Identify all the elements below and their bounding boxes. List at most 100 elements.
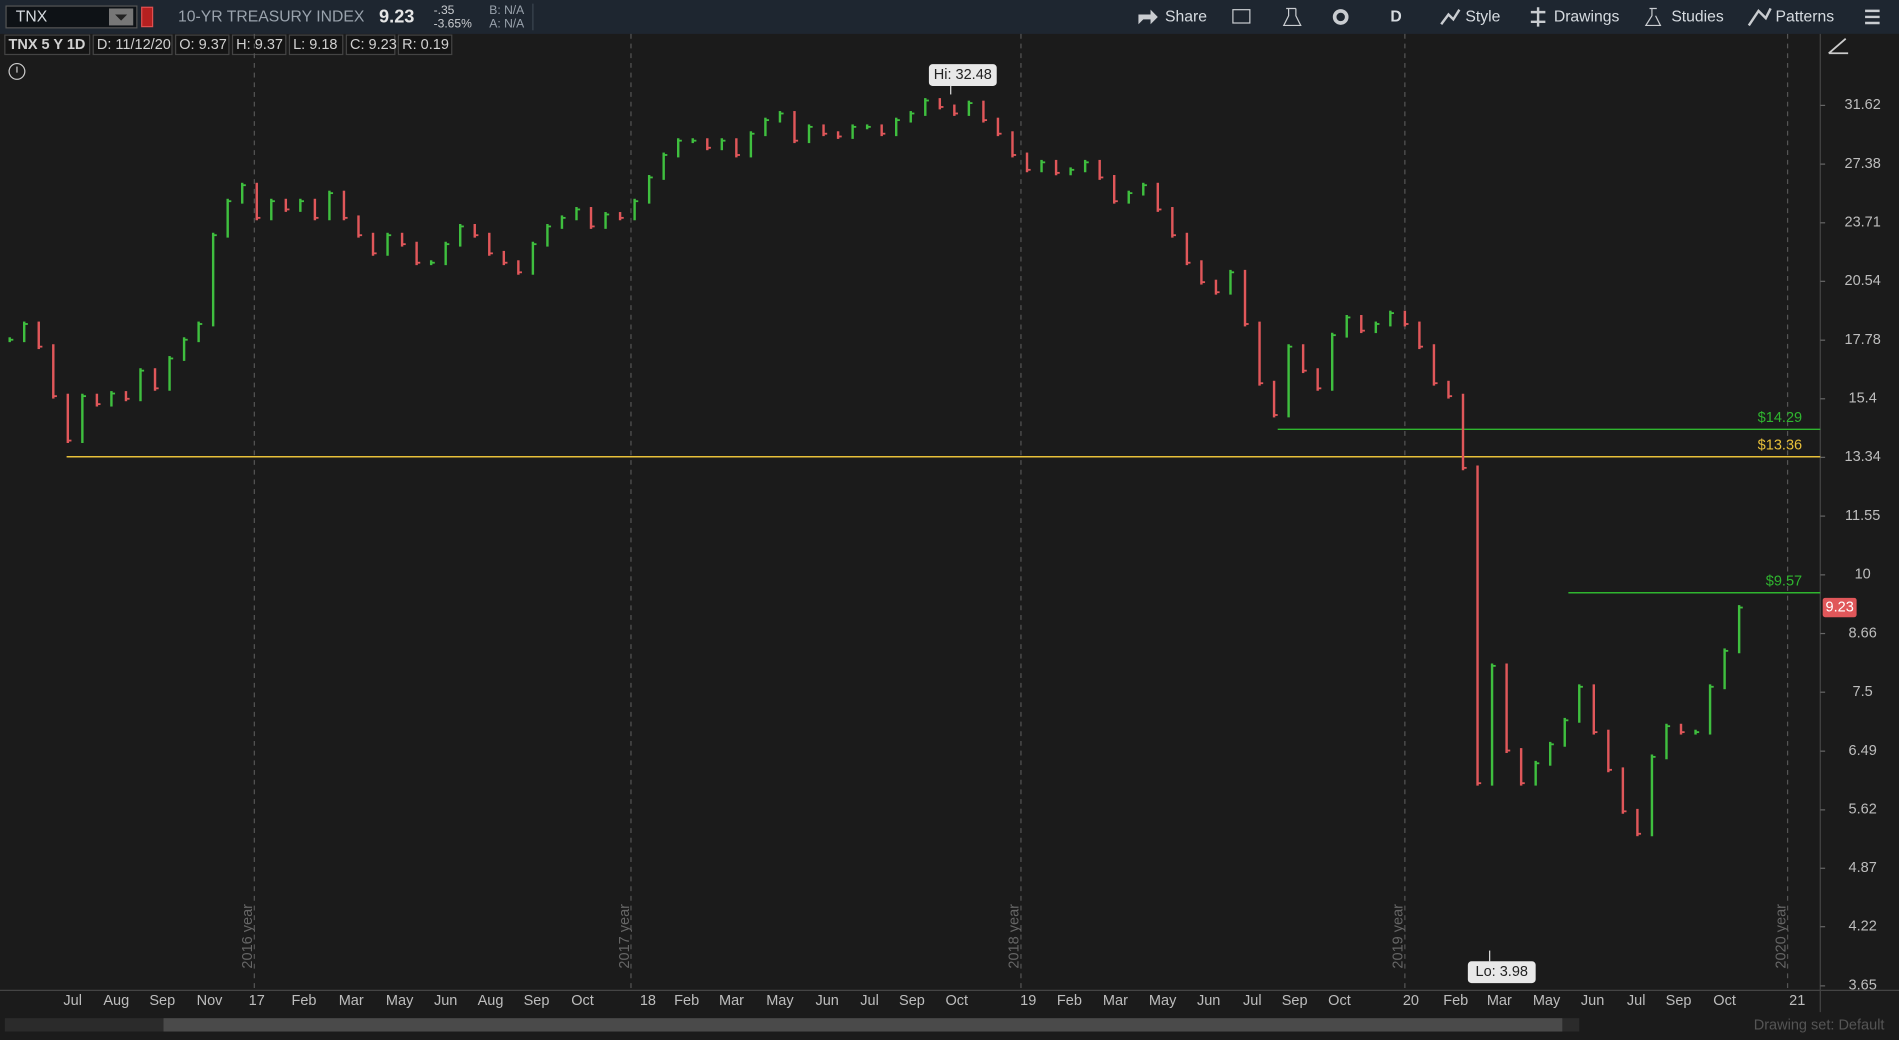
- y-tick-label: 8.66: [1849, 625, 1877, 641]
- info-box: [92, 34, 173, 56]
- toolbar: [0, 0, 1899, 34]
- year-label: 2018 year: [1007, 904, 1023, 969]
- x-tick-label: May: [766, 993, 794, 1009]
- info-box: [397, 34, 453, 56]
- x-tick-label: Jul: [1243, 993, 1262, 1009]
- y-tick-label: 10: [1855, 567, 1871, 583]
- drawings-icon: [1530, 7, 1546, 27]
- x-tick-label: Jun: [1581, 993, 1604, 1009]
- info-field: R: 0.19: [402, 37, 449, 53]
- flask-icon[interactable]: [1282, 7, 1302, 27]
- percent-change: -3.65%: [434, 16, 473, 30]
- x-tick-label: Mar: [719, 993, 744, 1009]
- studies-button[interactable]: Studies: [1671, 9, 1724, 26]
- axis-tool-icon[interactable]: [1828, 38, 1849, 55]
- bid: B: N/A: [489, 3, 525, 17]
- style-icon: [1440, 9, 1461, 25]
- year-label: 2019 year: [1391, 904, 1407, 969]
- y-tick-label: 15.4: [1849, 391, 1877, 407]
- symbol-box[interactable]: [5, 5, 138, 29]
- x-tick-label: 18: [640, 993, 656, 1009]
- info-field: H: 9.37: [236, 37, 283, 53]
- info-field: C: 9.23: [350, 37, 397, 53]
- x-tick-label: Oct: [945, 993, 968, 1009]
- x-tick-label: Mar: [1103, 993, 1128, 1009]
- year-label: 2016 year: [240, 904, 256, 969]
- y-tick-label: 11.55: [1845, 508, 1880, 524]
- scrollbar-thumb[interactable]: [163, 1018, 1563, 1032]
- price-level-label: $13.36: [1758, 438, 1802, 454]
- y-tick-label: 20.54: [1845, 273, 1881, 289]
- patterns-icon: [1747, 7, 1772, 27]
- x-tick-label: Oct: [1713, 993, 1736, 1009]
- info-bar: TNX 5 Y 1D D: 11/12/20 O: 9.37 H: 9.37 L: 9.…: [4, 34, 453, 56]
- info-field: D: 11/12/20: [97, 37, 171, 53]
- share-icon: [1138, 9, 1158, 25]
- x-tick-label: Jun: [1197, 993, 1220, 1009]
- y-tick-label: 4.87: [1849, 860, 1877, 876]
- y-tick-label: 13.34: [1845, 449, 1881, 465]
- x-tick-label: Aug: [103, 993, 129, 1009]
- x-tick-label: Feb: [291, 993, 316, 1009]
- snapshot-icon[interactable]: [1232, 9, 1251, 24]
- last-price-label: 9.23: [1826, 599, 1854, 615]
- extreme-label: Hi: 32.48: [934, 67, 992, 83]
- patterns-button[interactable]: Patterns: [1775, 9, 1834, 26]
- x-tick-label: May: [386, 993, 414, 1009]
- y-tick-label: 23.71: [1845, 215, 1881, 231]
- description: 10-YR TREASURY INDEX: [178, 9, 365, 26]
- y-tick-label: 17.78: [1845, 332, 1881, 348]
- info-box: [175, 34, 230, 56]
- last-price: 9.23: [379, 6, 414, 26]
- share-button[interactable]: Share: [1165, 9, 1207, 26]
- x-tick-label: Feb: [674, 993, 699, 1009]
- x-tick-label: Feb: [1057, 993, 1082, 1009]
- x-tick-label: 19: [1020, 993, 1036, 1009]
- info-field: L: 9.18: [293, 37, 337, 53]
- x-tick-label: Oct: [571, 993, 594, 1009]
- y-tick-label: 5.62: [1849, 802, 1877, 818]
- x-tick-label: Sep: [899, 993, 925, 1009]
- price-level-label: $14.29: [1758, 410, 1802, 426]
- extreme-bubble: [1467, 961, 1536, 984]
- extreme-label: Lo: 3.98: [1476, 964, 1528, 980]
- x-tick-label: Feb: [1443, 993, 1468, 1009]
- x-tick-label: 20: [1403, 993, 1419, 1009]
- x-tick-label: Aug: [478, 993, 504, 1009]
- symbol: TNX: [16, 9, 48, 26]
- style-button[interactable]: Style: [1465, 9, 1500, 26]
- aggregation-button[interactable]: D: [1390, 9, 1401, 26]
- price-axis-panel: [1820, 33, 1899, 991]
- settings-icon[interactable]: [1332, 9, 1349, 25]
- x-tick-label: Jun: [815, 993, 838, 1009]
- y-tick-label: 27.38: [1845, 156, 1881, 172]
- drawings-button[interactable]: Drawings: [1554, 9, 1620, 26]
- studies-icon: [1644, 7, 1662, 27]
- info-box: [288, 34, 344, 56]
- y-tick-label: 7.5: [1853, 684, 1873, 700]
- x-tick-label: Jul: [860, 993, 879, 1009]
- year-label: 2017 year: [617, 904, 633, 969]
- alert-icon[interactable]: [141, 6, 154, 28]
- x-tick-label: Jul: [1627, 993, 1646, 1009]
- dropdown-arrow: [115, 14, 128, 21]
- info-field: O: 9.37: [179, 37, 227, 53]
- x-tick-label: 17: [249, 993, 265, 1009]
- year-label: 2020 year: [1773, 904, 1789, 969]
- net-change: -.35: [434, 3, 455, 17]
- x-tick-label: Oct: [1328, 993, 1351, 1009]
- x-tick-label: May: [1149, 993, 1177, 1009]
- last-price-marker: [1822, 597, 1857, 618]
- menu-icon[interactable]: [1865, 9, 1880, 25]
- y-tick-label: 6.49: [1849, 743, 1877, 759]
- y-tick-label: 31.62: [1845, 97, 1881, 113]
- x-tick-label: 21: [1789, 993, 1805, 1009]
- y-tick-label: 4.22: [1849, 919, 1877, 935]
- x-tick-label: Mar: [339, 993, 364, 1009]
- info-icon[interactable]: [8, 62, 26, 80]
- info-box: [4, 34, 91, 56]
- x-tick-label: Sep: [1282, 993, 1308, 1009]
